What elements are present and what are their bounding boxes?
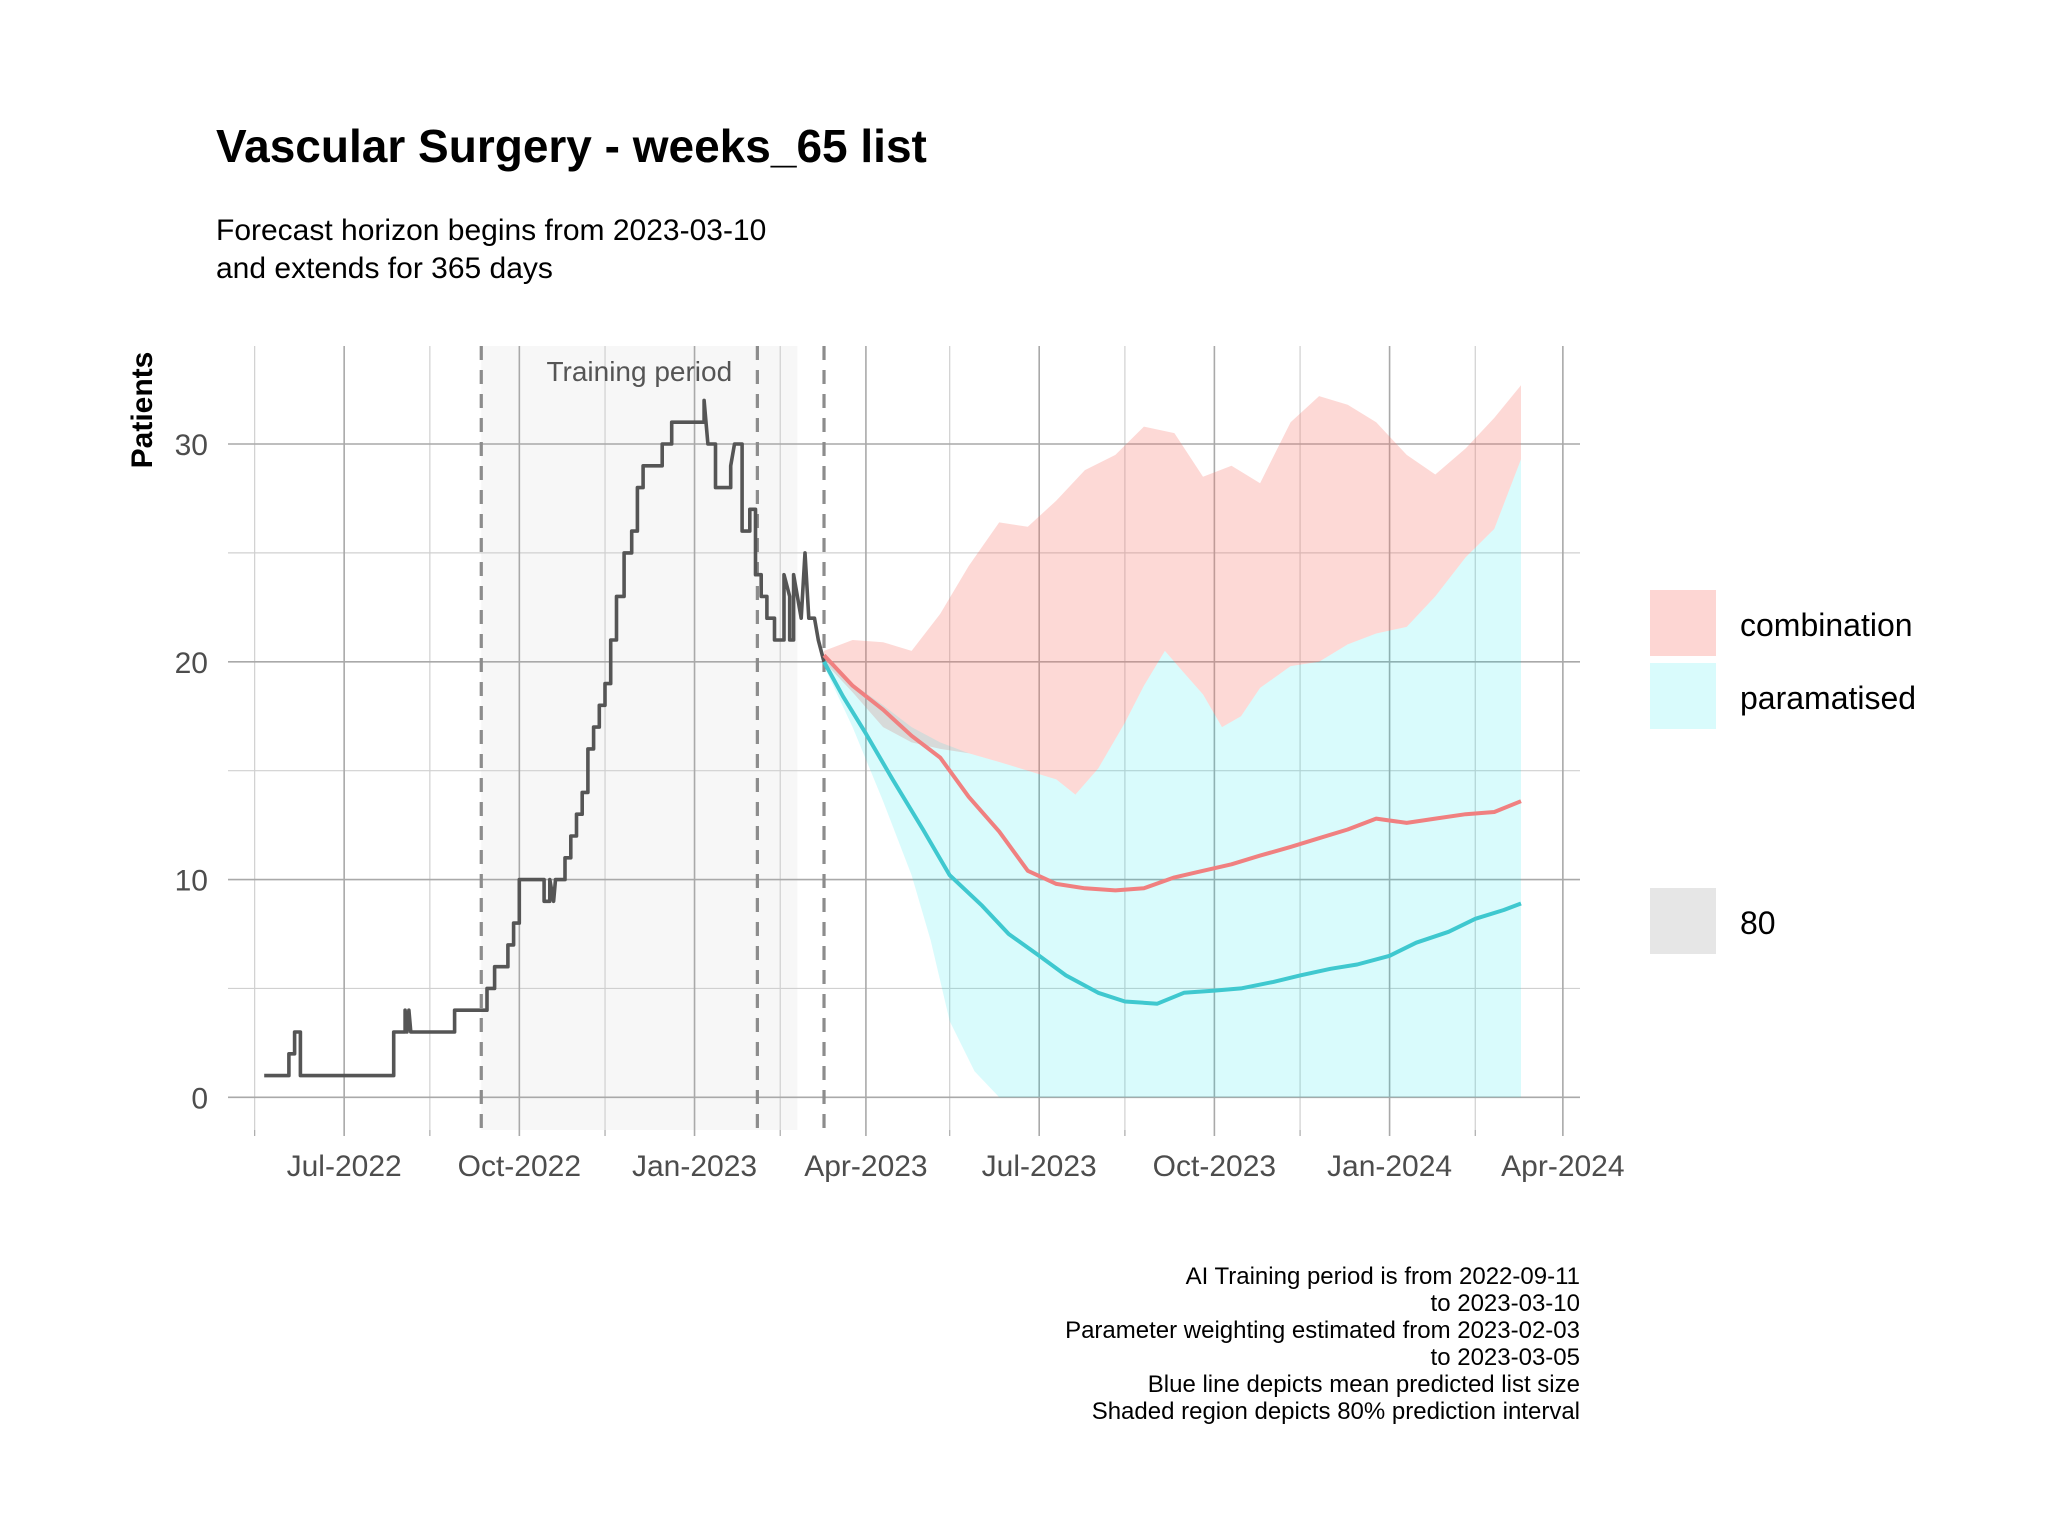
caption: AI Training period is from 2022-09-11 to… xyxy=(1065,1263,1580,1425)
legend-label-combination: combination xyxy=(1740,607,1913,643)
mean-line-paramatised xyxy=(822,660,1522,1006)
y-tick-label: 0 xyxy=(191,1082,208,1115)
chart-subtitle-line-2: and extends for 365 days xyxy=(216,252,553,285)
legend: combination paramatised 80 xyxy=(1650,590,1916,954)
caption-line-5: Blue line depicts mean predicted list si… xyxy=(1148,1371,1580,1398)
legend-label-paramatised: paramatised xyxy=(1740,680,1916,716)
caption-line-1: AI Training period is from 2022-09-11 xyxy=(1186,1263,1580,1290)
x-tick-label: Jul-2023 xyxy=(982,1150,1097,1183)
x-tick-label: Oct-2022 xyxy=(458,1150,581,1183)
caption-line-3: Parameter weighting estimated from 2023-… xyxy=(1065,1317,1580,1344)
chart-subtitle-line-1: Forecast horizon begins from 2023-03-10 xyxy=(216,214,766,247)
band-paramatised xyxy=(824,459,1521,1098)
legend-key-interval xyxy=(1650,888,1716,954)
y-tick-label: 30 xyxy=(175,429,208,462)
y-axis-label: Patients xyxy=(126,352,159,469)
plot-area: Training period Jul-2022 Oct-2022 Jan-2023 A… xyxy=(175,346,1625,1183)
x-tick-label: Jan-2024 xyxy=(1327,1150,1452,1183)
legend-label-interval: 80 xyxy=(1740,905,1776,941)
x-tick-label: Jul-2022 xyxy=(287,1150,402,1183)
y-tick-label: 10 xyxy=(175,865,208,898)
caption-line-2: to 2023-03-10 xyxy=(1431,1290,1580,1317)
x-tick-label: Apr-2024 xyxy=(1501,1150,1624,1183)
legend-key-paramatised xyxy=(1650,663,1716,729)
caption-line-6: Shaded region depicts 80% prediction int… xyxy=(1092,1398,1580,1425)
observed-line xyxy=(264,398,826,1078)
training-period-label: Training period xyxy=(546,356,732,387)
mean-line-combination xyxy=(822,653,1522,893)
x-tick-label: Jan-2023 xyxy=(632,1150,757,1183)
legend-key-combination xyxy=(1650,590,1716,656)
band-combination xyxy=(824,385,1521,795)
chart-title: Vascular Surgery - weeks_65 list xyxy=(216,120,927,172)
y-tick-label: 20 xyxy=(175,647,208,680)
x-tick-label: Oct-2023 xyxy=(1153,1150,1276,1183)
caption-line-4: to 2023-03-05 xyxy=(1431,1344,1580,1371)
training-period-shade xyxy=(481,346,798,1130)
x-tick-label: Apr-2023 xyxy=(804,1150,927,1183)
